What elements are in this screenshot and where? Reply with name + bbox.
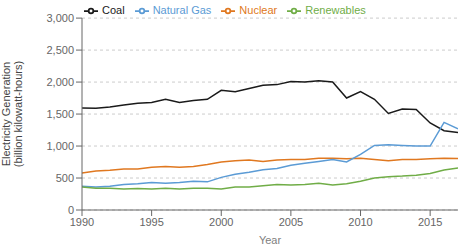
html-text:Coal: Coal (102, 4, 125, 16)
svg-text:2,000: 2,000 (46, 76, 74, 88)
svg-text:2005: 2005 (279, 216, 303, 228)
svg-text:2015: 2015 (418, 216, 442, 228)
svg-text:1,000: 1,000 (46, 140, 74, 152)
svg-text:3,000: 3,000 (46, 12, 74, 24)
svg-text:1995: 1995 (139, 216, 163, 228)
svg-text:Year: Year (259, 234, 282, 246)
svg-text:1,500: 1,500 (46, 108, 74, 120)
html-text:Natural Gas: Natural Gas (152, 4, 212, 16)
html-text:Renewables: Renewables (305, 4, 366, 16)
svg-text:Electricity Generation(billion: Electricity Generation(billion kilowatt-… (8, 61, 24, 167)
svg-text:2,500: 2,500 (46, 44, 74, 56)
svg-text:2000: 2000 (209, 216, 233, 228)
svg-text:0: 0 (68, 204, 74, 216)
svg-text:500: 500 (56, 172, 74, 184)
svg-text:1990: 1990 (70, 216, 94, 228)
svg-text:2010: 2010 (348, 216, 372, 228)
html-text:Nuclear: Nuclear (239, 4, 278, 16)
